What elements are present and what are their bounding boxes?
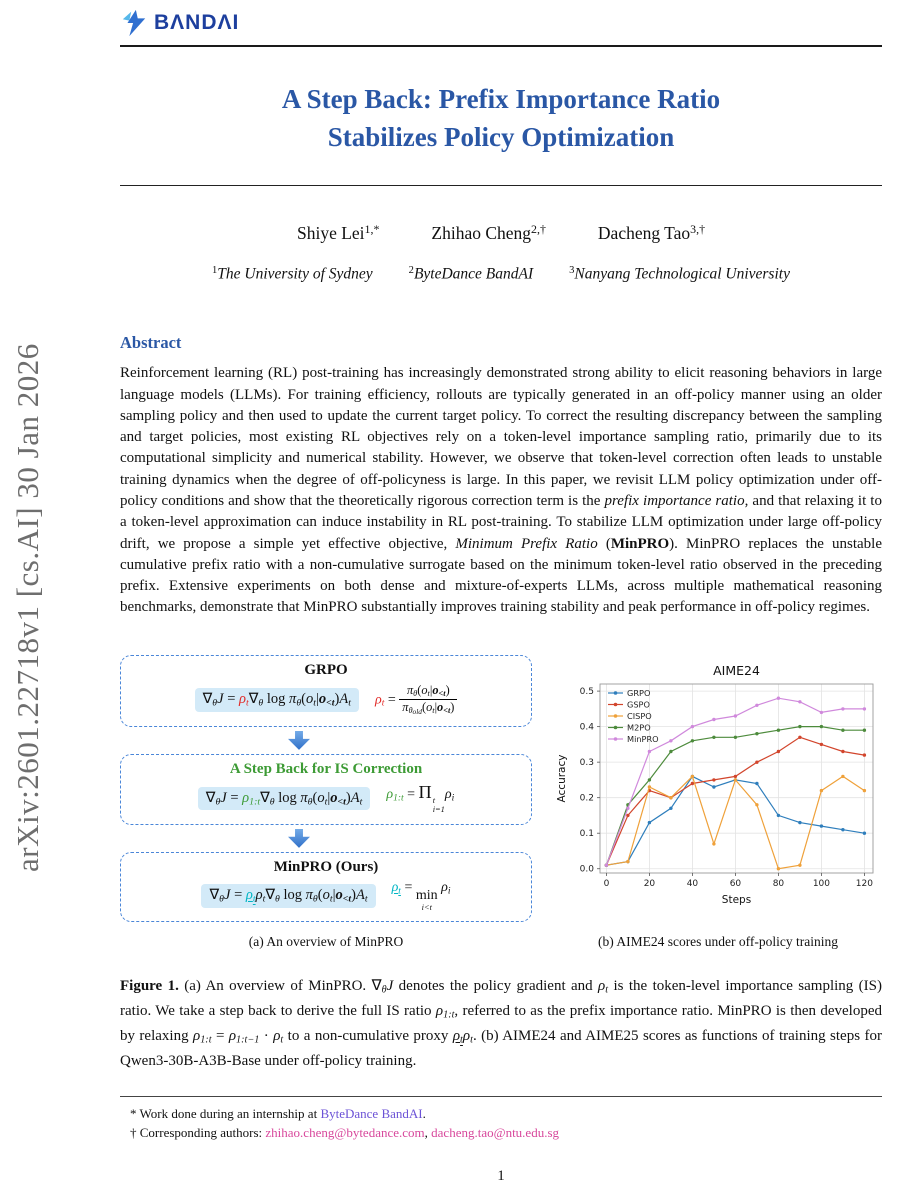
author-2: Zhihao Cheng2,† [431,222,546,243]
chart-title: AIME24 [713,663,760,678]
legend-label-MinPRO: MinPRO [627,734,659,744]
y-tick-label: 0.3 [580,758,594,768]
x-tick-label: 80 [773,879,785,889]
legend-label-CISPO: CISPO [627,711,652,721]
grpo-box: GRPO ∇θJ = ρt∇θ log πθ(ot|o<t)At ρt = πθ… [120,654,532,727]
y-axis-label: Accuracy [556,754,568,802]
aime24-line-chart: 0.0 0.1 0.2 0.3 0.4 0.5 0 20 40 60 80 100 120 AIME24 A… [556,663,874,906]
minpro-overview-diagram: GRPO ∇θJ = ρt∇θ log πθ(ot|o<t)At ρt = πθ… [120,654,532,922]
x-tick-label: 120 [856,879,873,889]
legend-label-GSPO: GSPO [627,699,650,709]
figure-1-row: GRPO ∇θJ = ρt∇θ log πθ(ot|o<t)At ρt = πθ… [120,654,882,922]
page-number: 1 [497,1167,505,1184]
affiliation-2: 2ByteDance BandAI [408,264,534,283]
subcaptions: (a) An overview of MinPRO (b) AIME24 sco… [120,934,882,950]
abstract-heading: Abstract [120,333,182,353]
aime24-chart: 0.0 0.1 0.2 0.3 0.4 0.5 0 20 40 60 80 100 120 AIME24 A… [554,657,882,914]
grpo-gradient-equation: ∇θJ = ρt∇θ log πθ(ot|o<t)At [194,688,359,712]
footnote-internship[interactable]: * Work done during an internship at Byte… [130,1105,426,1121]
footnotes: * Work done during an internship at Byte… [130,1104,882,1142]
x-tick-label: 100 [813,879,830,889]
grpo-box-equations: ∇θJ = ρt∇θ log πθ(ot|o<t)At ρt = πθ(ot|o… [131,683,521,717]
minpro-box-equations: ∇θJ = ρtρt∇θ log πθ(ot|o<t)At ρt = min i<… [131,880,521,912]
spark-bolt-icon [122,9,146,37]
grpo-box-title: GRPO [304,661,348,678]
bandai-logo: BΛNDΛI [120,8,882,38]
minpro-ratio-definition: ρt = min i<t ρi [391,879,451,912]
author-3: Dacheng Tao3,† [597,222,706,243]
title-line-2: Stabilizes Policy Optimization [327,122,675,152]
figure-1-caption: Figure 1. (a) An overview of MinPRO. ∇θJ… [120,977,883,1070]
arxiv-watermark: arXiv:2601.22718v1 [cs.AI] 30 Jan 2026 [10,343,45,872]
paper-title: A Step Back: Prefix Importance Ratio Sta… [120,80,882,156]
author-list: Shiye Lei1,* Zhihao Cheng2,† Dacheng Tao… [120,222,882,244]
footnote-divider [120,1095,882,1097]
title-divider [120,185,882,186]
affiliation-1: 1The University of Sydney [212,264,373,283]
affiliation-3: 3Nanyang Technological University [569,264,790,283]
y-tick-label: 0.2 [580,793,594,803]
author-1: Shiye Lei1,* [296,222,380,243]
down-arrow-icon [288,828,310,848]
step-back-box-title: A Step Back for IS Correction [229,760,423,777]
bandai-logo-text: BΛNDΛI [154,11,240,34]
step-back-box: A Step Back for IS Correction ∇θJ = ρ1:t… [120,753,532,825]
x-axis-label: Steps [722,894,751,906]
subcaption-a: (a) An overview of MinPRO [248,933,404,949]
y-tick-label: 0.5 [580,687,594,697]
x-tick-label: 40 [687,879,699,889]
y-tick-label: 0.1 [580,829,594,839]
legend-label-M2PO: M2PO [627,722,651,732]
y-tick-label: 0.4 [580,722,595,732]
x-tick-label: 60 [730,879,742,889]
down-arrow-icon [288,730,310,750]
legend-label-GRPO: GRPO [627,688,650,698]
grpo-ratio-definition: ρt = πθ(ot|o<t) πθold(ot|o<t) [375,683,458,717]
figure-1: GRPO ∇θJ = ρt∇θ log πθ(ot|o<t)At ρt = πθ… [120,654,883,1073]
minpro-gradient-equation: ∇θJ = ρtρt∇θ log πθ(ot|o<t)At [201,884,376,908]
minpro-box-title: MinPRO (Ours) [273,858,379,875]
title-line-1: A Step Back: Prefix Importance Ratio [281,84,721,114]
footnote-corresponding-authors[interactable]: † Corresponding authors: zhihao.cheng@by… [130,1124,560,1140]
affiliation-list: 1The University of Sydney 2ByteDance Ban… [120,265,882,283]
minpro-box: MinPRO (Ours) ∇θJ = ρtρt∇θ log πθ(ot|o<t… [120,851,532,922]
subcaption-b: (b) AIME24 scores under off-policy train… [597,933,839,949]
x-tick-label: 0 [604,879,610,889]
prefix-gradient-equation: ∇θJ = ρ1:t∇θ log πθ(ot|o<t)At [197,786,371,811]
paper-content: BΛNDΛI A Step Back: Prefix Importance Ra… [120,0,882,1185]
abstract-text: Reinforcement learning (RL) post-trainin… [120,365,883,616]
x-tick-label: 20 [644,879,656,889]
header-divider [120,45,882,47]
y-tick-label: 0.0 [580,865,595,875]
plot-frame [599,683,874,874]
